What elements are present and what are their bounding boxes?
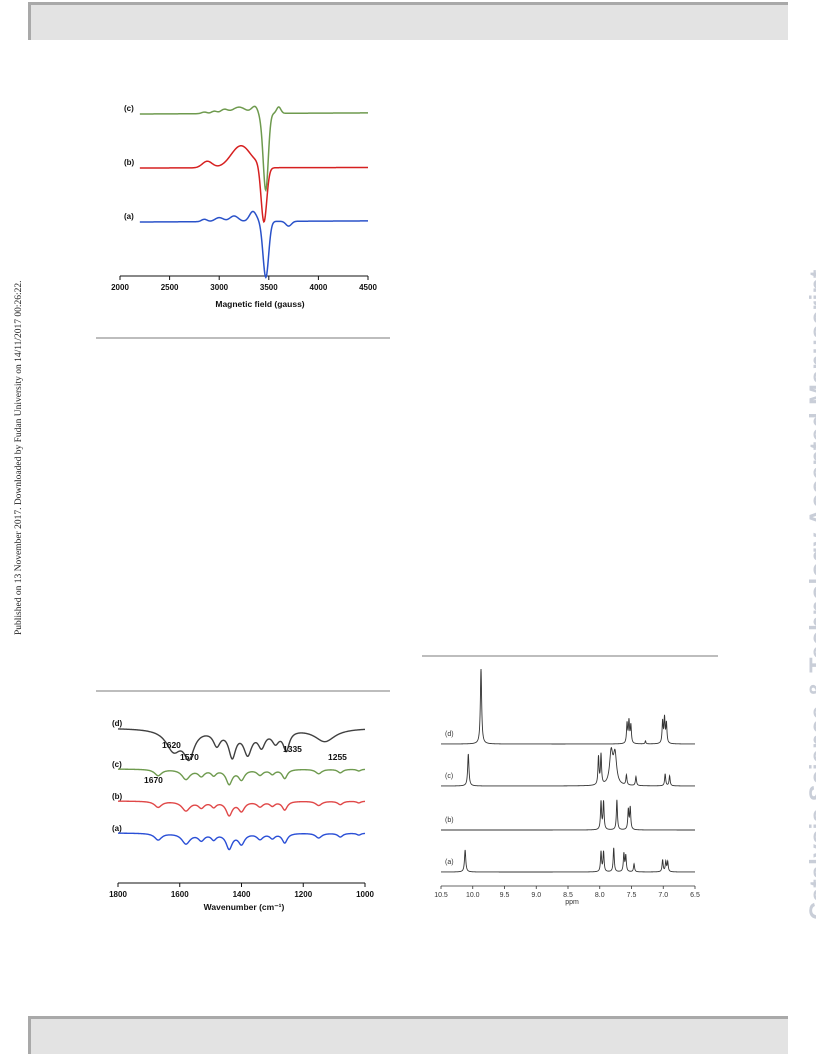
epr-series-label: (b)	[124, 158, 135, 167]
epr-x-tick-label: 2500	[161, 283, 179, 292]
ftir-series-3	[118, 832, 366, 851]
nmr-x-tick-label: 9.5	[500, 892, 510, 899]
nmr-series-0	[441, 668, 695, 745]
nmr-series-label: (b)	[445, 817, 454, 824]
epr-chart: 2000 2500 3000 3500 4000 4500 (c) (b) (a) Magne…	[111, 104, 377, 309]
page-footer-band	[28, 1016, 788, 1054]
publication-note: Published on 13 November 2017. Downloade…	[14, 280, 24, 635]
epr-x-tick-label: 2000	[111, 283, 129, 292]
journal-watermark: Catalysis Science & Technology Accepted …	[805, 269, 816, 920]
ftir-series-1	[118, 768, 366, 786]
nmr-x-tick-label: 10.0	[466, 892, 480, 899]
nmr-series-label: (c)	[445, 773, 453, 780]
nmr-x-tick-label: 8.0	[595, 892, 605, 899]
ftir-annot-1570: 1570	[180, 752, 199, 762]
ftir-series-label: (a)	[112, 824, 122, 833]
page-header-band	[28, 2, 788, 40]
epr-series-0	[139, 105, 368, 193]
epr-series-2	[139, 210, 368, 279]
nmr-x-tick-label: 6.5	[690, 892, 700, 899]
ftir-x-tick-label: 1200	[294, 890, 312, 899]
epr-x-tick-label: 3500	[260, 283, 278, 292]
nmr-x-tick-label: 9.0	[531, 892, 541, 899]
nmr-x-tick-label: 7.5	[627, 892, 637, 899]
nmr-series-2	[441, 799, 695, 831]
nmr-x-tick-label: 10.5	[434, 892, 448, 899]
ftir-annot-1255: 1255	[328, 752, 347, 762]
ftir-x-tick-label: 1000	[356, 890, 374, 899]
ftir-annot-1335: 1335	[283, 744, 302, 754]
ftir-series-label: (b)	[112, 792, 123, 801]
nmr-series-label: (a)	[445, 859, 454, 866]
ftir-annot-1670: 1670	[144, 775, 163, 785]
rule-2	[96, 690, 390, 692]
ftir-x-label: Wavenumber (cm⁻¹)	[204, 902, 285, 912]
nmr-series-label: (d)	[445, 731, 454, 738]
nmr-series-3	[441, 847, 695, 873]
ftir-x-tick-label: 1800	[109, 890, 127, 899]
rule-1	[96, 337, 390, 339]
epr-x-label: Magnetic field (gauss)	[215, 299, 304, 309]
ftir-annot-1620: 1620	[162, 740, 181, 750]
nmr-series-1	[441, 746, 695, 787]
ftir-x-tick-label: 1600	[171, 890, 189, 899]
ftir-series-2	[118, 800, 366, 817]
epr-x-tick-label: 3000	[210, 283, 228, 292]
epr-series-label: (a)	[124, 212, 134, 221]
nmr-x-tick-label: 8.5	[563, 892, 573, 899]
ftir-x-tick-label: 1400	[233, 890, 251, 899]
ftir-series-0	[117, 728, 366, 762]
epr-series-label: (c)	[124, 104, 134, 113]
nmr-x-tick-label: 7.0	[658, 892, 668, 899]
rule-3	[422, 655, 718, 657]
epr-x-tick-label: 4000	[310, 283, 328, 292]
ftir-chart: 1800 1600 1400 1200 1000 (d) (c) (b) (a) 1620 1…	[109, 719, 374, 912]
nmr-x-label: ppm	[565, 899, 579, 906]
nmr-chart: 10.5 10.0 9.5 9.0 8.5 8.0 7.5 7.0 6.5 (d) (c) (b) (…	[434, 668, 700, 906]
ftir-series-label: (d)	[112, 719, 123, 728]
epr-x-tick-label: 4500	[359, 283, 377, 292]
ftir-series-label: (c)	[112, 760, 122, 769]
epr-series-1	[139, 145, 369, 224]
